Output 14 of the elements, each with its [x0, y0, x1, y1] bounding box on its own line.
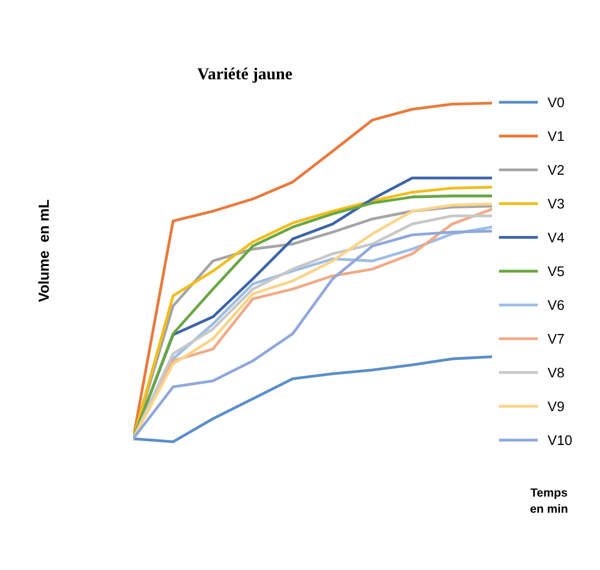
legend-label: V1 — [548, 131, 564, 141]
legend-label: V0 — [548, 97, 564, 108]
legend-label: V3 — [548, 198, 564, 209]
x-axis-title: Temps en min — [530, 488, 568, 513]
legend-label: V4 — [548, 232, 564, 242]
chart-title: Variété jaune — [197, 68, 292, 83]
legend-label: V5 — [548, 266, 564, 276]
legend-label: V9 — [548, 401, 564, 412]
legend-label: V8 — [548, 368, 564, 378]
y-axis-title: Volume en mL — [38, 200, 49, 302]
legend-label: V2 — [548, 165, 564, 175]
legend-label: V10 — [548, 435, 572, 446]
legend-label: V6 — [548, 300, 564, 310]
legend-label: V7 — [548, 334, 564, 344]
